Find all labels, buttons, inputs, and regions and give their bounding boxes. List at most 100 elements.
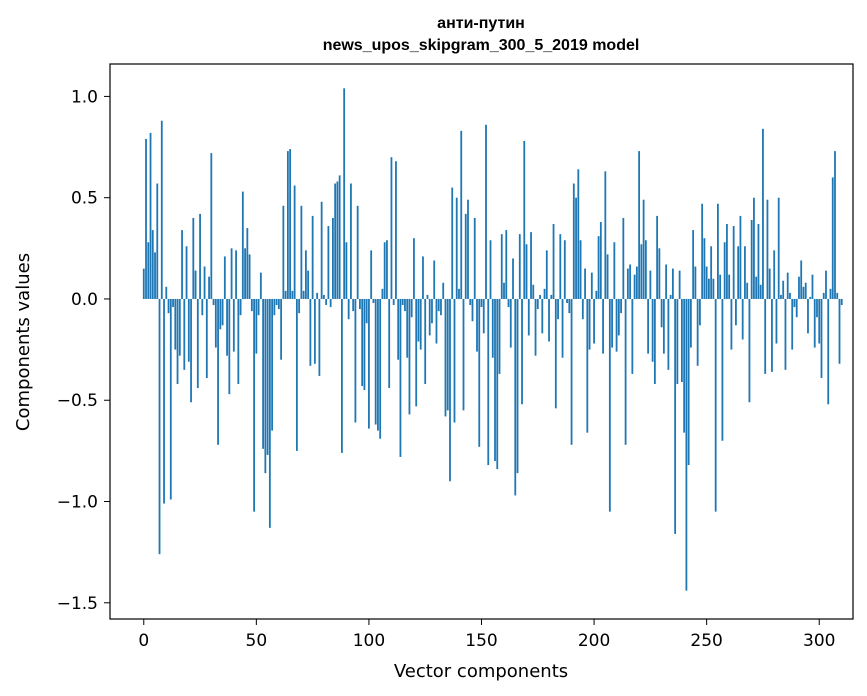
bar <box>521 298 523 405</box>
bar <box>701 203 704 299</box>
bar <box>552 224 555 299</box>
bar <box>244 248 246 299</box>
bar <box>350 183 352 299</box>
bar <box>676 298 679 385</box>
bar <box>809 296 812 299</box>
bar <box>451 187 454 299</box>
bar <box>777 197 780 299</box>
bar <box>602 298 604 354</box>
bar <box>217 298 219 445</box>
bar <box>550 294 553 299</box>
bar <box>145 138 147 299</box>
bar <box>624 298 627 445</box>
bar <box>480 298 483 308</box>
bar <box>744 246 746 299</box>
bar <box>586 298 589 433</box>
bar <box>708 278 710 299</box>
bar <box>361 298 364 387</box>
bar <box>771 298 773 372</box>
bar <box>491 298 494 358</box>
bar <box>840 298 843 306</box>
x-tick-label: 50 <box>246 631 268 651</box>
bar <box>541 298 544 334</box>
bar <box>280 298 283 360</box>
bar <box>759 284 762 299</box>
bar <box>408 298 411 415</box>
bar <box>219 298 222 330</box>
bar <box>617 298 620 336</box>
bar <box>820 298 823 378</box>
bar <box>241 191 244 299</box>
bar <box>347 298 350 320</box>
bar <box>514 298 517 496</box>
bar <box>507 298 510 308</box>
bar <box>208 276 210 299</box>
bar <box>388 298 391 389</box>
bar <box>572 183 575 299</box>
bar <box>741 298 744 340</box>
bar <box>710 246 713 299</box>
bar <box>780 294 782 299</box>
bar <box>482 298 485 334</box>
bar <box>449 298 451 482</box>
bar <box>259 272 262 299</box>
bar <box>160 120 163 299</box>
bar <box>775 298 778 344</box>
bar <box>377 298 379 431</box>
bar <box>359 298 361 310</box>
bar <box>629 264 631 299</box>
plot-frame <box>109 63 854 620</box>
bar <box>210 153 213 299</box>
bar <box>500 234 503 299</box>
bar <box>379 298 382 439</box>
bar <box>649 270 652 299</box>
bar <box>728 274 731 299</box>
bar <box>622 217 625 299</box>
bar <box>746 282 749 299</box>
bar <box>800 260 803 299</box>
bar <box>696 298 699 366</box>
bar <box>530 232 532 299</box>
y-tick-label: −1.0 <box>57 493 98 513</box>
bar <box>203 266 206 299</box>
bar <box>807 298 809 334</box>
bar <box>424 298 427 385</box>
bar <box>304 250 307 299</box>
bar <box>712 278 715 299</box>
bar <box>453 298 456 423</box>
bar <box>717 203 719 299</box>
bar <box>536 298 539 310</box>
bar <box>431 298 433 324</box>
bar <box>264 298 267 474</box>
bar <box>699 298 701 326</box>
bar <box>599 221 602 299</box>
bar <box>392 298 395 306</box>
bar <box>458 288 460 299</box>
bar <box>395 161 397 299</box>
bar <box>644 240 647 299</box>
bar <box>158 298 161 555</box>
bar <box>381 288 384 299</box>
bar <box>750 219 753 299</box>
bar <box>638 151 641 299</box>
bar <box>705 266 708 299</box>
bar <box>647 298 650 354</box>
x-tick-label: 250 <box>690 631 722 651</box>
x-tick-label: 300 <box>803 631 835 651</box>
bar <box>516 298 519 474</box>
bar <box>568 298 571 314</box>
bar <box>437 298 440 312</box>
bar <box>228 298 231 395</box>
bar <box>626 268 629 299</box>
bar <box>169 298 172 500</box>
bar <box>300 205 303 299</box>
bar <box>719 274 722 299</box>
bar <box>613 242 616 299</box>
bar <box>428 298 431 336</box>
bar <box>471 298 474 322</box>
bar <box>250 298 253 312</box>
bar <box>566 298 568 304</box>
bar <box>723 242 726 299</box>
bar <box>147 242 150 299</box>
bar <box>766 199 769 299</box>
